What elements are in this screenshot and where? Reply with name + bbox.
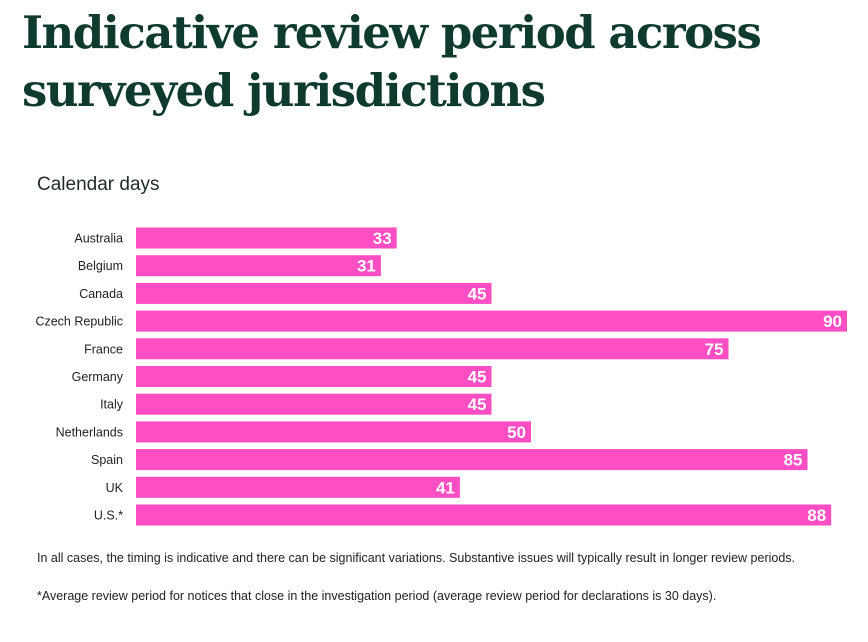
category-label: Belgium [78,259,123,273]
category-label: Germany [72,370,124,384]
bar [136,393,492,415]
category-label: Italy [100,398,124,412]
axis-unit-label: Calendar days [37,174,160,195]
data-label: 45 [468,395,487,414]
data-label: 45 [468,284,487,303]
bar [136,282,492,304]
category-label: Spain [91,453,123,467]
data-label: 33 [373,229,392,248]
bar [136,338,729,360]
bar [136,476,460,498]
category-label: Czech Republic [35,315,123,329]
category-label: France [84,342,123,356]
category-label: Canada [79,287,123,301]
caveat-note: In all cases, the timing is indicative a… [37,551,796,565]
data-label: 88 [807,506,826,525]
category-label: Australia [74,232,123,246]
data-label: 31 [357,257,376,276]
data-label: 85 [784,451,803,470]
bar-chart: Australia 33 Belgium 31 Canada 45 Czech Republ… [35,227,847,526]
data-label: 90 [823,312,842,331]
bar [136,421,531,443]
category-label: Netherlands [56,425,123,439]
bar [136,255,381,277]
data-label: 45 [468,368,487,387]
bar [136,227,397,249]
footnote: *Average review period for notices that … [37,589,717,603]
bar [136,449,808,471]
category-label: UK [106,481,124,495]
bar [136,504,832,526]
category-label: U.S.* [94,509,123,523]
data-label: 41 [436,478,455,497]
bar [136,366,492,387]
bar [136,310,847,332]
data-label: 50 [507,423,526,442]
chart-title: Indicative review period across surveyed… [22,6,762,117]
data-label: 75 [705,340,724,359]
